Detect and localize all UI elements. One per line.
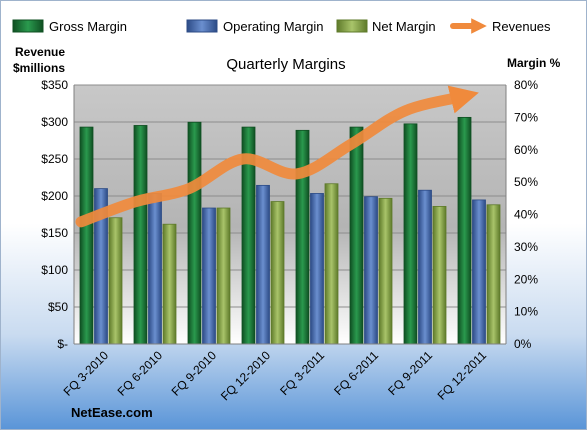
x-tick-label: FQ 6-2011 xyxy=(331,348,381,398)
bar-operating-margin xyxy=(364,196,378,345)
legend-swatch-net-margin xyxy=(336,19,368,33)
chart-title: Quarterly Margins xyxy=(226,56,345,73)
x-tick-label: FQ 12-2011 xyxy=(435,348,490,403)
bar-net-margin xyxy=(324,183,339,345)
x-tick-label: FQ 6-2010 xyxy=(115,348,166,399)
bar-net-margin xyxy=(486,204,501,345)
bar-net-margin xyxy=(162,223,177,345)
left-tick-label: $- xyxy=(57,337,68,351)
legend-swatch-operating-margin xyxy=(186,19,218,33)
left-tick-label: $300 xyxy=(41,115,68,129)
left-tick-label: $50 xyxy=(48,300,68,314)
x-tick-label: FQ 9-2010 xyxy=(169,348,220,399)
right-tick-label: 30% xyxy=(514,240,538,254)
legend-swatch-gross-margin xyxy=(12,19,44,33)
left-tick-label: $150 xyxy=(41,226,68,240)
right-axis-ticks: 0% 10% 20% 30% 40% 50% 60% 70% 80% xyxy=(514,78,538,351)
bar-gross-margin xyxy=(349,126,364,345)
left-tick-label: $100 xyxy=(41,263,68,277)
revenue-line xyxy=(75,85,479,228)
right-tick-label: 80% xyxy=(514,78,538,92)
left-axis-ticks: $- $50 $100 $150 $200 $250 $300 $350 xyxy=(41,78,68,351)
bar-net-margin xyxy=(216,207,231,345)
left-tick-label: $350 xyxy=(41,78,68,92)
right-tick-label: 40% xyxy=(514,208,538,222)
bar-gross-margin xyxy=(457,116,472,345)
right-tick-label: 0% xyxy=(514,337,532,351)
revenue-line-path xyxy=(75,85,479,228)
left-tick-label: $250 xyxy=(41,152,68,166)
bar-operating-margin xyxy=(472,199,486,345)
legend-label-net-margin: Net Margin xyxy=(372,19,436,34)
bar-gross-margin xyxy=(187,121,202,345)
x-tick-label: FQ 3-2010 xyxy=(61,348,112,399)
bar-net-margin xyxy=(378,197,393,345)
right-tick-label: 70% xyxy=(514,110,538,124)
right-axis-title: Margin % xyxy=(507,56,561,70)
right-tick-label: 10% xyxy=(514,305,538,319)
bar-operating-margin xyxy=(418,189,432,345)
source-label: NetEase.com xyxy=(71,405,153,420)
right-tick-label: 50% xyxy=(514,175,538,189)
right-tick-label: 20% xyxy=(514,272,538,286)
x-tick-label: FQ 3-2011 xyxy=(277,348,327,398)
left-tick-label: $200 xyxy=(41,189,68,203)
left-axis-title-line1: Revenue xyxy=(15,45,65,59)
legend: Gross Margin Operating Margin Net Margin… xyxy=(12,18,551,34)
x-tick-label: FQ 12-2010 xyxy=(218,348,273,403)
bar-gross-margin xyxy=(295,129,310,345)
bar-net-margin xyxy=(270,201,285,345)
legend-label-gross-margin: Gross Margin xyxy=(49,19,127,34)
bar-operating-margin xyxy=(256,184,270,345)
bar-gross-margin xyxy=(403,123,418,345)
bar-gross-margin xyxy=(133,125,148,345)
bar-net-margin xyxy=(432,206,447,345)
bar-operating-margin xyxy=(310,193,324,345)
right-tick-label: 60% xyxy=(514,143,538,157)
bar-operating-margin xyxy=(148,193,162,345)
legend-label-operating-margin: Operating Margin xyxy=(223,19,323,34)
bar-net-margin xyxy=(108,217,123,345)
bar-gross-margin xyxy=(79,126,94,345)
left-axis-title-line2: $millions xyxy=(13,61,65,75)
x-tick-label: FQ 9-2011 xyxy=(385,348,435,398)
bar-operating-margin xyxy=(202,207,216,345)
legend-label-revenues: Revenues xyxy=(492,19,551,34)
